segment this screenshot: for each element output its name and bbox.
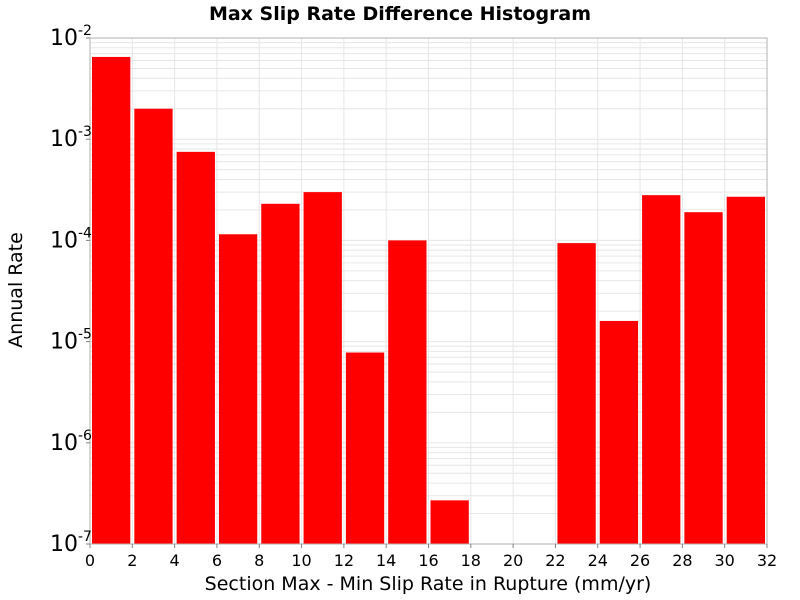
x-tick-label: 4 [170, 551, 180, 570]
x-tick-label: 32 [757, 551, 777, 570]
x-tick-label: 12 [334, 551, 354, 570]
y-tick-exponent: -6 [78, 428, 92, 444]
x-tick-label: 8 [254, 551, 264, 570]
histogram-bar [261, 203, 300, 544]
y-axis-ticks: 10-7 10-6 10-5 10-4 10-3 10-2 [50, 23, 92, 557]
histogram-bar [218, 234, 258, 544]
histogram-bar [303, 192, 342, 544]
x-axis-label: Section Max - Min Slip Rate in Rupture (… [205, 573, 652, 595]
histogram-bar [388, 240, 427, 544]
y-tick-exponent: -5 [78, 327, 92, 343]
bars [92, 56, 765, 545]
x-tick-label: 28 [672, 551, 692, 570]
y-tick-label: 10-3 [50, 124, 92, 152]
y-tick-exponent: -3 [78, 124, 92, 140]
y-tick-label: 10-5 [50, 327, 92, 355]
histogram-bar [726, 196, 765, 545]
y-tick-exponent: -7 [78, 529, 92, 545]
x-axis-ticks: 0 2 4 6 8 10 12 14 16 18 20 22 24 26 28 30 32 [85, 544, 777, 570]
y-tick-label: 10-6 [50, 428, 92, 456]
histogram-bar [92, 56, 131, 544]
histogram-bar [176, 151, 215, 544]
x-tick-label: 18 [461, 551, 481, 570]
histogram-bar [557, 243, 596, 545]
x-tick-label: 26 [630, 551, 650, 570]
histogram-bar [642, 195, 681, 544]
histogram-bar [430, 500, 469, 544]
y-tick-label: 10-4 [50, 225, 92, 253]
x-tick-label: 6 [212, 551, 222, 570]
x-tick-label: 22 [545, 551, 565, 570]
x-tick-label: 10 [291, 551, 311, 570]
histogram-bar [134, 108, 173, 544]
x-tick-label: 2 [127, 551, 137, 570]
histogram-bar [599, 320, 639, 544]
x-tick-label: 20 [503, 551, 523, 570]
x-tick-label: 0 [85, 551, 95, 570]
y-axis-label: Annual Rate [5, 232, 27, 348]
histogram-bar [684, 212, 723, 545]
x-tick-label: 16 [418, 551, 438, 570]
y-tick-exponent: -4 [78, 225, 92, 241]
chart-title: Max Slip Rate Difference Histogram [209, 3, 591, 25]
x-tick-label: 14 [376, 551, 396, 570]
y-tick-label: 10-2 [50, 23, 92, 51]
x-tick-label: 24 [588, 551, 608, 570]
x-tick-label: 30 [715, 551, 735, 570]
y-tick-exponent: -2 [78, 23, 92, 39]
y-tick-label: 10-7 [50, 529, 92, 557]
histogram-bar [345, 352, 385, 544]
